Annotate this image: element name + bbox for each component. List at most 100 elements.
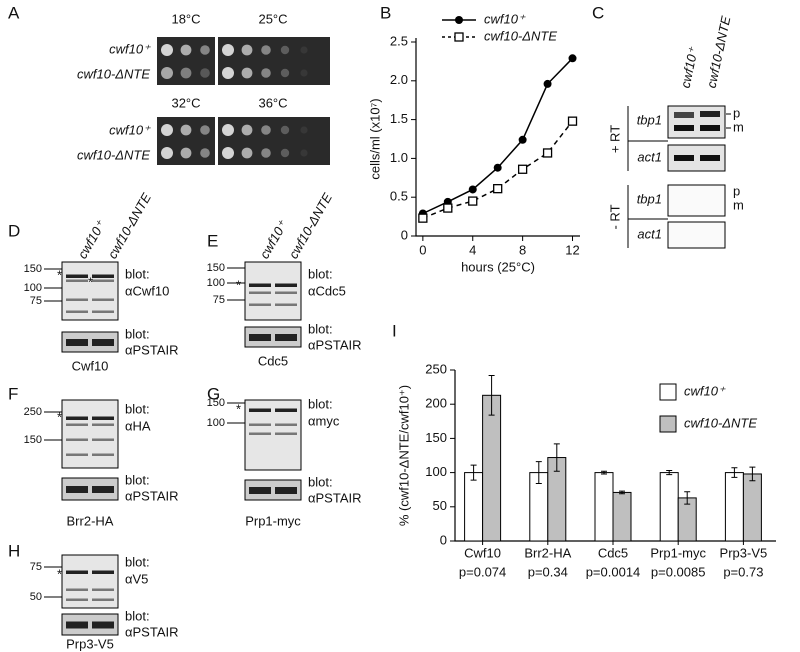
spot xyxy=(161,124,173,136)
mw-marker: 150 xyxy=(207,262,225,274)
band xyxy=(275,291,297,294)
panel-label: H xyxy=(8,541,20,560)
gel xyxy=(667,105,726,139)
caption: Cwf10 xyxy=(72,358,109,373)
spot xyxy=(261,68,271,78)
mw-marker: 150 xyxy=(24,434,42,446)
lane-label: cwf10-ΔNTE xyxy=(105,190,155,261)
asterisk: * xyxy=(57,409,62,424)
spot xyxy=(180,44,192,56)
y-axis-label: cells/ml (x10⁷) xyxy=(367,98,382,179)
bar xyxy=(612,491,632,542)
blot xyxy=(244,261,302,321)
plate xyxy=(218,117,330,165)
band xyxy=(249,334,271,341)
marker xyxy=(493,184,503,194)
spot xyxy=(241,67,253,79)
mw-marker: 100 xyxy=(207,417,225,429)
error-bar xyxy=(731,467,738,478)
x-tick-label: 4 xyxy=(469,242,476,257)
band xyxy=(66,438,88,441)
band xyxy=(92,570,114,574)
band xyxy=(275,283,297,287)
y-tick-label: 200 xyxy=(425,396,447,411)
band xyxy=(249,423,271,426)
band-label: m xyxy=(733,119,744,134)
band xyxy=(249,408,271,412)
error-bar xyxy=(619,490,625,495)
spot xyxy=(222,124,234,136)
spot xyxy=(161,67,173,79)
band-label: p xyxy=(733,183,740,198)
error-bar xyxy=(601,470,607,475)
band xyxy=(66,423,88,426)
bar xyxy=(724,472,744,542)
spot xyxy=(200,148,210,158)
loading-blot xyxy=(244,326,302,348)
loading-blot xyxy=(61,477,119,501)
spot xyxy=(241,124,253,136)
spot xyxy=(161,44,173,56)
band xyxy=(92,339,114,346)
blot-label: blot: xyxy=(125,401,150,416)
legend-label: cwf10-ΔNTE xyxy=(484,28,557,43)
antibody: αCdc5 xyxy=(308,283,346,298)
marker xyxy=(543,79,552,88)
band xyxy=(92,598,114,601)
marker xyxy=(567,116,578,126)
temperature: 36°C xyxy=(258,95,287,110)
band xyxy=(66,274,88,278)
band xyxy=(66,279,88,282)
spot xyxy=(200,68,210,78)
band xyxy=(249,283,271,287)
blot-label: blot: xyxy=(125,266,150,281)
spot xyxy=(180,147,192,159)
y-tick-label: 100 xyxy=(425,464,447,479)
mw-marker: 150 xyxy=(207,397,225,409)
lane-label: cwf10-ΔNTE xyxy=(286,190,336,261)
band xyxy=(92,310,114,313)
p-value: p=0.34 xyxy=(528,564,568,579)
asterisk: * xyxy=(88,274,93,289)
mw-marker: 75 xyxy=(30,295,42,307)
band xyxy=(700,111,720,117)
spot xyxy=(280,45,290,55)
y-tick-label: 150 xyxy=(425,430,447,445)
asterisk: * xyxy=(236,277,241,292)
caption: Prp1-myc xyxy=(245,513,301,528)
blot-label: blot: xyxy=(125,608,150,623)
spot xyxy=(300,126,308,134)
strain-label: cwf10-ΔNTE xyxy=(77,147,150,162)
spot xyxy=(280,148,290,158)
condition: + RT xyxy=(607,125,622,153)
band xyxy=(674,125,694,131)
blot-label: blot: xyxy=(125,554,150,569)
marker xyxy=(518,135,527,144)
spot xyxy=(241,147,253,159)
x-tick-label: 0 xyxy=(419,242,426,257)
plate xyxy=(218,37,330,85)
band xyxy=(92,588,114,591)
panel-label: E xyxy=(207,231,218,250)
band xyxy=(66,598,88,601)
panel-label: B xyxy=(380,3,391,22)
blot-label: blot: xyxy=(308,321,333,336)
band xyxy=(275,303,297,306)
p-value: p=0.73 xyxy=(723,564,763,579)
caption: Brr2-HA xyxy=(67,513,114,528)
x-tick-label: Cwf10 xyxy=(464,545,501,560)
mw-marker: 50 xyxy=(30,591,42,603)
x-axis-label: hours (25°C) xyxy=(461,259,535,274)
band-label: p xyxy=(733,105,740,120)
p-value: p=0.0014 xyxy=(586,564,641,579)
strain-label: cwf10⁺ xyxy=(109,122,151,137)
antibody: αPSTAIR xyxy=(308,490,362,505)
band xyxy=(249,303,271,306)
band xyxy=(66,298,88,301)
error-bar xyxy=(535,461,542,485)
error-bar xyxy=(749,466,756,482)
band xyxy=(275,487,297,494)
charts: 0 0.5 1.0 1.5 2.0 2.5 0 4 8 12 hours (25°C) cells/m… xyxy=(367,11,776,579)
band xyxy=(66,588,88,591)
